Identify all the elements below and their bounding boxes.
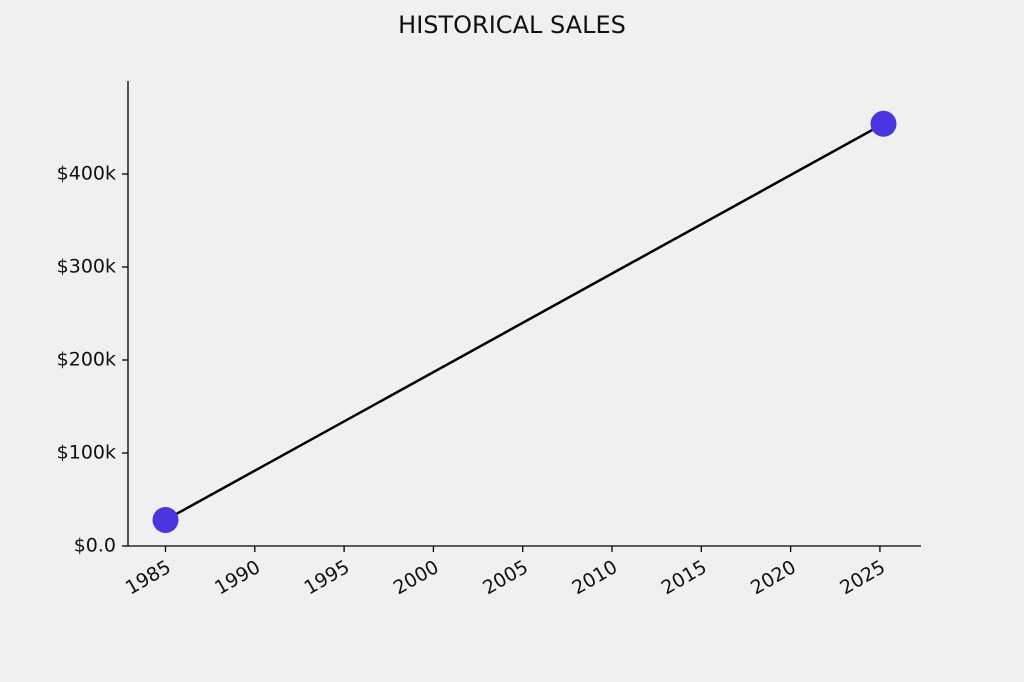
point [152,506,179,533]
line [164,122,885,522]
x-tick-label: 1995 [300,556,353,599]
y-tick-label: $100k [57,442,116,464]
y-tick-label: $0.0 [74,535,116,557]
x-tick-label: 2025 [836,556,889,599]
x-tick-label: 1985 [122,556,175,599]
chart-title: HISTORICAL SALES [398,11,626,39]
y-tick-label: $400k [57,163,116,185]
x-tick-label: 2020 [747,556,800,599]
x-tick-label: 2015 [658,556,711,599]
y-tick-label: $200k [57,349,116,371]
x-tick-label: 1990 [211,556,264,599]
point [870,110,897,137]
y-tick-label: $300k [57,256,116,278]
x-tick-label: 2005 [479,556,532,599]
x-tick-label: 2010 [568,556,621,599]
x-tick-label: 2000 [390,556,443,599]
